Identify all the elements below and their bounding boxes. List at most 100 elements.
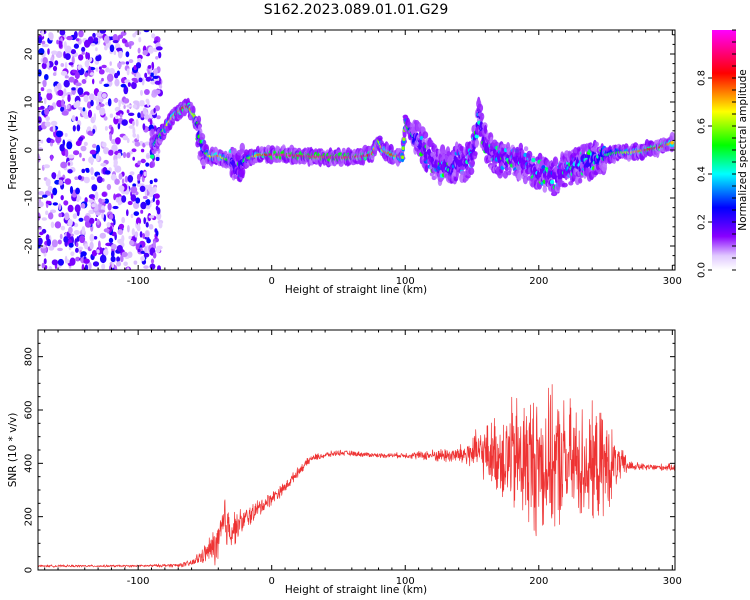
noise-speckle bbox=[42, 43, 49, 48]
noise-speckle bbox=[111, 261, 115, 269]
noise-speckle bbox=[143, 265, 149, 269]
y-tick-label: 0 bbox=[24, 567, 35, 573]
noise-speckle bbox=[52, 125, 56, 133]
noise-speckle bbox=[67, 154, 75, 159]
noise-speckle bbox=[126, 152, 131, 159]
noise-speckle bbox=[134, 141, 141, 147]
noise-speckle bbox=[48, 105, 54, 111]
noise-speckle bbox=[123, 98, 130, 104]
noise-speckle bbox=[120, 255, 124, 263]
noise-speckle bbox=[132, 156, 135, 161]
ridge-halo bbox=[239, 142, 245, 153]
ridge bbox=[149, 96, 675, 197]
noise-speckle bbox=[145, 76, 152, 82]
colorbar-label: Normalized spectral amplitude bbox=[737, 69, 749, 230]
noise-speckle bbox=[93, 236, 98, 240]
noise-speckle bbox=[78, 136, 84, 142]
noise-speckle bbox=[120, 83, 127, 88]
ridge-halo bbox=[537, 152, 543, 161]
noise-speckle bbox=[54, 179, 61, 185]
noise-speckle bbox=[132, 104, 138, 109]
noise-speckle bbox=[116, 47, 123, 52]
noise-speckle bbox=[126, 209, 129, 217]
noise-speckle bbox=[101, 211, 104, 220]
noise-speckle bbox=[89, 209, 93, 214]
noise-speckle bbox=[138, 77, 143, 83]
noise-speckle bbox=[69, 186, 74, 194]
noise-speckle bbox=[79, 152, 82, 158]
noise-speckle bbox=[133, 211, 140, 217]
noise-speckle bbox=[135, 119, 139, 127]
noise-speckle bbox=[48, 266, 53, 270]
noise-speckle bbox=[66, 141, 73, 150]
noise-speckle bbox=[38, 212, 41, 221]
noise-speckle bbox=[57, 258, 64, 266]
noise-speckle bbox=[38, 197, 42, 203]
noise-speckle bbox=[128, 112, 135, 117]
noise-speckle bbox=[70, 49, 77, 55]
noise-speckle bbox=[41, 217, 47, 221]
noise-speckle bbox=[46, 92, 53, 101]
noise-speckle bbox=[130, 186, 138, 194]
ridge-halo bbox=[474, 138, 479, 148]
noise-speckle bbox=[115, 111, 122, 116]
noise-speckle bbox=[139, 101, 145, 107]
noise-speckle bbox=[45, 200, 52, 205]
noise-speckle bbox=[60, 225, 66, 231]
noise-speckle bbox=[50, 154, 53, 161]
noise-speckle bbox=[155, 199, 160, 206]
noise-speckle bbox=[144, 141, 151, 146]
noise-speckle bbox=[117, 34, 124, 39]
noise-speckle bbox=[124, 175, 129, 183]
y-tick-label: 600 bbox=[24, 400, 35, 419]
ridge-halo bbox=[424, 164, 429, 173]
noise-speckle bbox=[83, 141, 88, 147]
noise-speckle bbox=[140, 158, 146, 164]
ridge-halo bbox=[552, 156, 559, 167]
noise-speckle bbox=[153, 89, 161, 95]
noise-speckle bbox=[83, 258, 90, 264]
noise-speckle bbox=[72, 213, 78, 219]
noise-speckle bbox=[43, 97, 47, 105]
noise-speckle bbox=[96, 98, 100, 106]
noise-speckle bbox=[103, 214, 107, 222]
ridge-halo bbox=[459, 145, 464, 152]
noise-speckle bbox=[142, 233, 146, 239]
noise-speckle bbox=[60, 70, 68, 76]
noise-speckle bbox=[140, 209, 144, 214]
noise-speckle bbox=[137, 47, 141, 54]
noise-speckle bbox=[112, 205, 119, 210]
noise-speckle bbox=[126, 267, 130, 270]
noise-speckle bbox=[158, 222, 163, 229]
noise-speckle bbox=[83, 215, 90, 222]
noise-speckle bbox=[145, 98, 149, 104]
colorbar-tick-label: 0.4 bbox=[697, 166, 708, 182]
noise-speckle bbox=[123, 261, 128, 267]
noise-speckle bbox=[94, 96, 98, 101]
noise-speckle bbox=[157, 265, 161, 270]
noise-speckle bbox=[98, 103, 105, 107]
noise-speckle bbox=[78, 246, 83, 251]
noise-speckle bbox=[126, 68, 130, 76]
noise-speckle bbox=[78, 30, 84, 38]
noise-speckle bbox=[52, 187, 58, 196]
noise-speckle bbox=[111, 250, 115, 258]
noise-speckle bbox=[133, 79, 139, 84]
noise-speckle bbox=[150, 72, 154, 77]
ridge-core bbox=[401, 146, 405, 150]
noise-speckle bbox=[152, 240, 156, 249]
noise-speckle bbox=[38, 37, 42, 44]
noise-speckle bbox=[78, 217, 84, 222]
noise-speckle bbox=[93, 37, 99, 42]
noise-speckle bbox=[46, 88, 53, 94]
figure-title: S162.2023.089.01.01.G29 bbox=[264, 2, 449, 18]
noise-speckle bbox=[103, 116, 108, 121]
noise-speckle bbox=[118, 173, 123, 180]
x-tick-label: 0 bbox=[269, 276, 275, 287]
noise-speckle bbox=[51, 50, 58, 55]
y-tick-label: 200 bbox=[24, 507, 35, 526]
noise-speckle bbox=[137, 160, 141, 166]
spectrogram-marks bbox=[38, 30, 675, 270]
noise-speckle bbox=[98, 69, 105, 75]
